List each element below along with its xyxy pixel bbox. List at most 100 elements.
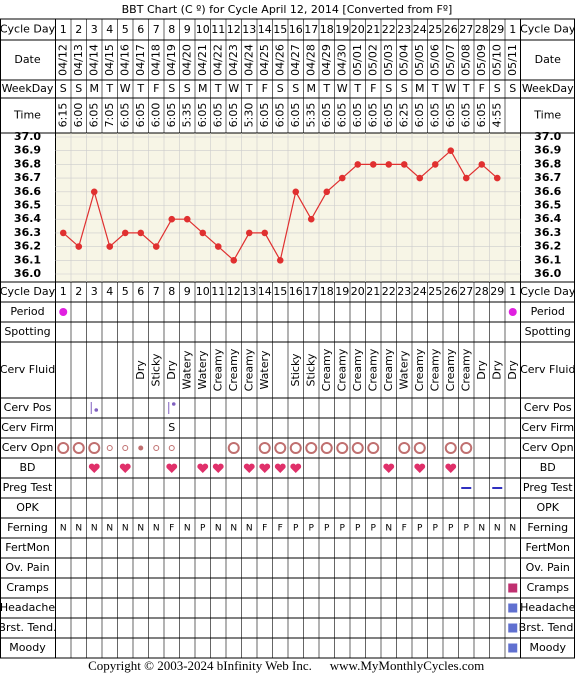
temp-point [245,229,253,237]
row-label: Period [10,305,44,318]
weekday: T [136,82,144,95]
time: 6:05 [196,103,209,128]
y-tick-label: 36.1 [14,253,41,266]
row-label: FertMon [525,541,570,554]
temp-point [447,147,455,154]
date: 04/14 [87,44,100,76]
ferning: N [122,524,129,534]
cycle-day: 1 [60,23,67,36]
date: 05/01 [351,44,364,76]
cycle-day: 13 [242,285,256,298]
row-label: Date [14,53,41,66]
ferning: F [169,524,174,534]
cerv-opn-icon [460,442,473,454]
time: 5:35 [180,103,193,128]
cycle-day: 26 [444,285,458,298]
y-tick-label: 36.8 [534,157,561,170]
date: 05/07 [444,44,457,76]
period-dot [59,308,68,316]
row-label: Cerv Firm [521,421,574,434]
cerv-opn-icon [106,445,113,451]
temp-point [152,243,160,250]
cycle-day: 24 [413,23,427,36]
date: 04/15 [103,44,116,76]
y-tick-label: 36.4 [534,212,561,225]
date: 04/22 [211,44,224,76]
row-label: Preg Test [523,481,573,494]
row-label: Preg Test [3,481,53,494]
cerv-opn-icon [57,442,70,454]
row-label: OPK [536,501,559,514]
temp-point [493,174,501,182]
weekday: S [385,82,392,95]
bd-heart [88,463,100,473]
row-label: Spotting [525,325,571,338]
time: 6:15 [56,103,69,128]
bd-heart [119,463,131,473]
row-label: Cerv Opn [522,441,574,454]
row-label: Cycle Day [0,23,56,36]
time: 6:05 [351,103,364,128]
y-tick-label: 36.5 [14,199,41,212]
ferning: P [433,524,439,534]
weekday: S [60,82,67,95]
cycle-day: 5 [122,23,129,36]
temp-point [292,188,300,196]
weekday: W [228,82,239,95]
time: 5:35 [304,103,317,128]
time: 6:05 [134,103,147,128]
cycle-day: 24 [413,285,427,298]
time: 6:05 [165,103,178,128]
time: 6:05 [413,103,426,128]
cerv-opn-icon [444,442,457,454]
date: 04/28 [304,44,317,76]
cycle-day: 20 [351,23,365,36]
cerv-firm: S [168,421,175,434]
y-tick-label: 36.3 [14,226,41,239]
row-label: WeekDay [2,82,54,95]
weekday: M [198,82,208,95]
site-url: www.MyMonthlyCycles.com [330,658,484,673]
weekday: S [494,82,501,95]
date: 04/25 [258,44,271,76]
y-tick-label: 37.0 [14,130,41,143]
bd-heart [274,463,286,473]
time: 6:05 [273,103,286,128]
cerv-opn-icon [153,445,160,451]
y-tick-label: 36.4 [14,212,41,225]
table-cells: Cycle Day Cycle Day Date Date WeekDay WeekDay… [0,23,575,655]
cerv-pos-icon [171,402,176,406]
temp-point [261,229,269,237]
cerv-fluid: Watery [196,350,209,390]
cerv-opn-icon [367,442,380,454]
cycle-day: 12 [227,23,241,36]
ferning: P [340,524,346,534]
cycle-day: 29 [490,285,504,298]
ferning: P [355,524,361,534]
cerv-opn-icon [320,442,333,454]
ferning: F [278,524,283,534]
cerv-opn-icon [289,442,302,454]
date: 05/10 [490,44,503,76]
weekday: F [262,82,268,95]
cycle-day: 2 [75,285,82,298]
weekday: T [245,82,253,95]
time: 6:05 [428,103,441,128]
ferning: N [494,524,501,534]
ferning: F [262,524,267,534]
cycle-day: 20 [351,285,365,298]
temp-point [338,174,346,182]
y-tick-label: 36.5 [534,199,561,212]
cycle-day: 17 [304,23,318,36]
temp-point [199,229,207,237]
row-label: Cycle Day [520,285,575,298]
date: 05/04 [397,44,410,76]
temp-point [478,161,486,168]
ferning: N [230,524,237,534]
temp-point [121,229,129,237]
period-dot [508,308,517,316]
cycle-day: 2 [75,23,82,36]
weekday: S [184,82,191,95]
y-tick-label: 36.6 [534,185,561,198]
